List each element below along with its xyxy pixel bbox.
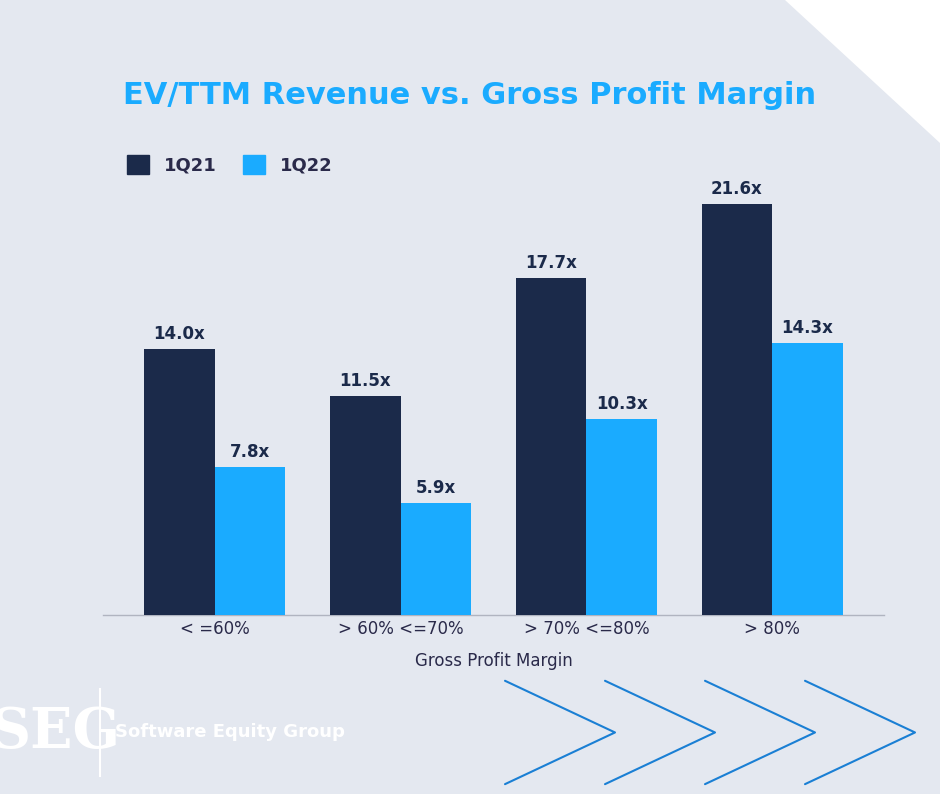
Legend: 1Q21, 1Q22: 1Q21, 1Q22: [120, 148, 339, 182]
Bar: [516, 278, 587, 615]
Text: 7.8x: 7.8x: [230, 443, 271, 461]
Bar: [330, 396, 400, 615]
Bar: [701, 204, 772, 615]
Text: 21.6x: 21.6x: [711, 180, 762, 198]
Bar: [772, 343, 843, 615]
Text: 5.9x: 5.9x: [415, 480, 456, 497]
Text: SEG: SEG: [0, 705, 120, 760]
Text: 17.7x: 17.7x: [525, 254, 577, 272]
X-axis label: Gross Profit Margin: Gross Profit Margin: [415, 652, 572, 670]
Bar: [215, 467, 286, 615]
Bar: [144, 349, 215, 615]
Bar: [587, 419, 657, 615]
Text: 10.3x: 10.3x: [596, 395, 648, 414]
Text: Software Equity Group: Software Equity Group: [115, 723, 345, 742]
Text: 14.3x: 14.3x: [781, 319, 834, 337]
Text: EV/TTM Revenue vs. Gross Profit Margin: EV/TTM Revenue vs. Gross Profit Margin: [123, 81, 817, 110]
Text: 11.5x: 11.5x: [339, 372, 391, 391]
Bar: [400, 503, 471, 615]
Text: 14.0x: 14.0x: [153, 325, 206, 343]
